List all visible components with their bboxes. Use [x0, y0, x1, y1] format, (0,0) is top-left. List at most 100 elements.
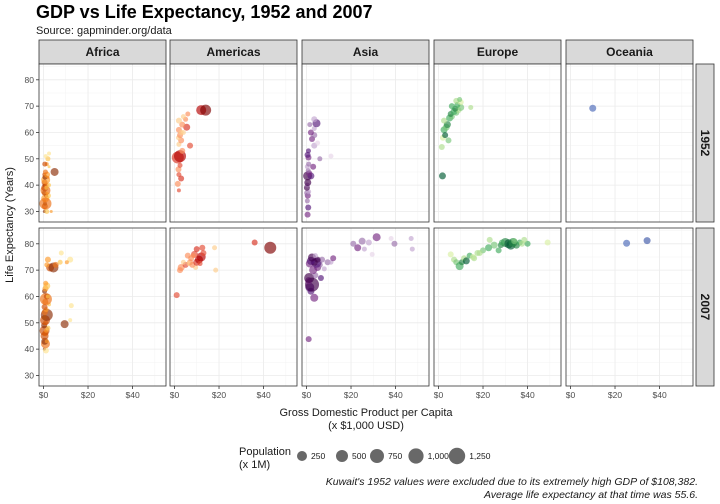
x-tick-label: $20	[212, 390, 226, 400]
x-tick-label: $40	[125, 390, 139, 400]
legend-label-250: 250	[311, 451, 325, 461]
panel-background	[566, 64, 693, 222]
data-point-africa-2007	[68, 303, 74, 309]
data-point-africa-1952	[45, 191, 49, 195]
x-tick-label: $0	[434, 390, 444, 400]
y-tick-label: 40	[25, 344, 35, 354]
data-point-asia-1952	[305, 148, 311, 154]
x-tick-label: $40	[520, 390, 534, 400]
panel-border	[565, 227, 694, 387]
data-point-africa-2007	[52, 261, 59, 268]
data-point-europe-2007	[495, 247, 502, 254]
data-point-asia-2007	[361, 246, 367, 252]
data-point-asia-2007	[409, 246, 415, 252]
data-point-europe-1952	[448, 103, 455, 110]
data-point-asia-2007	[354, 244, 362, 252]
strip-label-year-2007: 2007	[698, 294, 712, 321]
data-point-americas-1952	[178, 129, 184, 135]
data-point-asia-2007	[350, 240, 357, 247]
y-tick-label: 80	[25, 75, 35, 85]
data-point-asia-1952	[311, 126, 317, 132]
data-point-asia-2007	[372, 233, 381, 242]
strip-label-europe: Europe	[477, 45, 519, 59]
strip-label-oceania: Oceania	[606, 45, 653, 59]
data-point-asia-1952	[306, 161, 312, 167]
panel-border	[433, 63, 562, 223]
data-point-africa-2007	[67, 256, 74, 263]
data-point-africa-1952	[42, 161, 48, 167]
data-point-europe-2007	[462, 257, 470, 265]
panel-europe-1952	[433, 63, 562, 223]
data-point-africa-1952	[47, 151, 52, 156]
panel-border	[169, 227, 298, 387]
legend-key-1250	[448, 447, 466, 465]
panel-border	[565, 63, 694, 223]
data-point-europe-2007	[485, 244, 493, 252]
data-point-americas-2007	[200, 250, 207, 257]
data-point-africa-1952	[47, 183, 52, 188]
data-point-asia-1952	[307, 129, 314, 136]
data-point-americas-2007	[264, 241, 277, 254]
panel-background	[434, 64, 561, 222]
data-point-europe-1952	[438, 172, 446, 180]
panel-africa-1952	[38, 63, 167, 223]
data-point-asia-1952	[307, 122, 313, 128]
data-point-europe-2007	[486, 236, 493, 243]
data-point-africa-1952	[39, 197, 52, 210]
data-point-africa-1952	[44, 208, 50, 214]
data-point-asia-2007	[317, 275, 324, 282]
strip-africa	[38, 39, 167, 65]
data-point-asia-2007	[319, 256, 326, 263]
data-point-africa-1952	[49, 209, 53, 213]
x-tick-label: $20	[608, 390, 622, 400]
data-point-africa-2007	[44, 256, 51, 263]
y-tick-label: 30	[25, 206, 35, 216]
panel-oceania-2007	[565, 227, 694, 387]
data-point-africa-2007	[41, 304, 48, 310]
data-point-europe-2007	[490, 241, 498, 249]
data-point-asia-1952	[315, 140, 321, 146]
data-point-americas-2007	[193, 246, 200, 253]
data-point-americas-1952	[175, 117, 182, 124]
data-point-asia-2007	[369, 251, 375, 257]
strip-label-africa: Africa	[85, 45, 119, 59]
data-point-americas-1952	[178, 175, 185, 182]
data-point-americas-2007	[212, 245, 218, 251]
data-point-europe-1952	[445, 137, 452, 144]
x-tick-label: $20	[81, 390, 95, 400]
data-point-africa-2007	[45, 294, 50, 299]
data-point-americas-2007	[180, 259, 186, 265]
strip-americas	[169, 39, 298, 65]
data-point-africa-2007	[57, 259, 63, 265]
data-point-asia-1952	[311, 116, 318, 123]
legend-label-1250: 1,250	[469, 451, 491, 461]
data-point-asia-1952	[310, 163, 317, 170]
data-point-asia-2007	[358, 237, 366, 245]
panel-border	[38, 227, 167, 387]
panel-asia-1952	[301, 63, 430, 223]
data-point-americas-1952	[177, 162, 183, 168]
data-point-asia-2007	[391, 240, 398, 247]
data-point-asia-1952	[304, 211, 311, 218]
data-point-africa-1952	[43, 154, 48, 159]
data-point-africa-2007	[44, 262, 50, 268]
data-point-africa-2007	[60, 320, 69, 329]
data-point-europe-1952	[457, 97, 463, 103]
y-tick-label: 60	[25, 127, 35, 137]
data-point-americas-2007	[213, 267, 219, 273]
y-tick-label: 40	[25, 180, 35, 190]
chart-caption: Kuwait's 1952 values were excluded due t…	[98, 476, 698, 502]
data-point-americas-1952	[176, 172, 182, 178]
data-point-asia-2007	[304, 273, 315, 284]
x-tick-label: $40	[388, 390, 402, 400]
data-point-asia-2007	[314, 256, 321, 263]
panel-background	[302, 228, 429, 386]
legend-key-1000	[408, 448, 424, 464]
data-point-europe-2007	[498, 239, 505, 246]
data-point-europe-2007	[471, 255, 478, 262]
x-tick-label: $20	[476, 390, 490, 400]
y-tick-label: 70	[25, 101, 35, 111]
legend-key-500	[336, 450, 348, 462]
data-point-americas-1952	[180, 114, 186, 120]
data-point-asia-1952	[305, 168, 311, 174]
